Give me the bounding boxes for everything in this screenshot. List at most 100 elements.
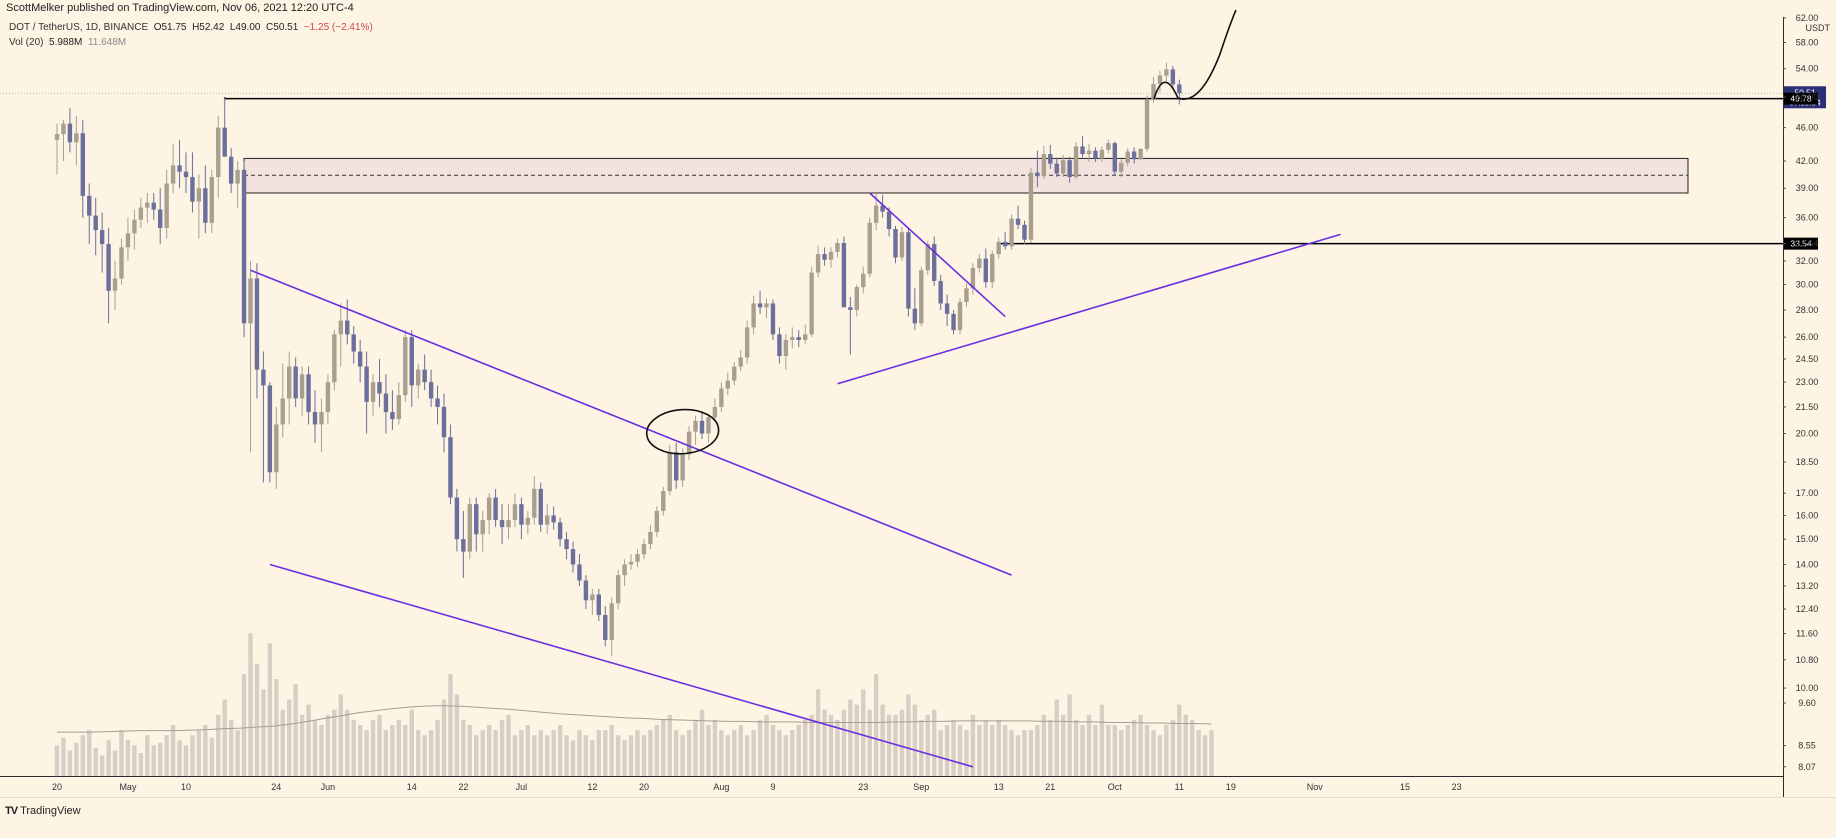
volume-bar	[770, 725, 776, 776]
price-tick-label: 50.00	[1796, 92, 1819, 102]
volume-bar	[841, 709, 847, 776]
volume-bar	[861, 689, 866, 776]
candle-down	[570, 549, 576, 565]
volume-bar	[351, 719, 356, 776]
volume-bar	[932, 709, 937, 776]
candle-up	[661, 491, 666, 511]
volume-bar	[622, 740, 627, 776]
volume-bar	[196, 730, 202, 776]
volume-bar	[319, 725, 324, 776]
volume-bar	[80, 735, 85, 776]
volume-bar	[138, 753, 144, 776]
volume-bar	[125, 740, 131, 776]
candle-up	[525, 517, 531, 525]
candle-down	[228, 156, 234, 184]
volume-bar	[803, 719, 808, 776]
price-tick-label: 18.50	[1796, 457, 1819, 467]
short-downtrend-trendline	[869, 192, 1006, 318]
ascending-support-trendline	[837, 233, 1341, 385]
volume-bar	[190, 735, 195, 776]
candle-down	[583, 580, 589, 601]
volume-bar	[1015, 735, 1021, 776]
candle-up	[170, 165, 176, 184]
candle-up	[1106, 143, 1111, 150]
candle-up	[54, 134, 60, 140]
candle-down	[158, 209, 163, 228]
volume-bar	[183, 745, 189, 776]
ohlc-row: DOT / TetherUS, 1D, BINANCE O51.75 H52.4…	[9, 20, 373, 35]
volume-bar	[435, 719, 440, 776]
price-axis-unit: USDT	[1806, 23, 1831, 33]
volume-bar	[751, 730, 756, 776]
price-tick-label: 58.00	[1796, 37, 1819, 47]
candle-up	[1099, 149, 1105, 159]
volume-bar	[873, 674, 879, 776]
price-tick-label: 9.60	[1798, 698, 1816, 708]
volume-bar	[603, 730, 608, 776]
volume-bar	[1190, 719, 1195, 776]
date-tick-label: Jun	[321, 782, 336, 792]
candle-down	[1177, 84, 1182, 94]
candle-down	[557, 522, 563, 540]
volume-bar	[1144, 725, 1150, 776]
candle-up	[1138, 148, 1143, 160]
candle-down	[293, 366, 298, 399]
candle-down	[151, 202, 156, 210]
volume-bar	[828, 714, 834, 776]
volume-bar	[54, 745, 60, 776]
axis-layer: 62.00 58.00 54.00 50.00 46.00 42.00 39.00 36.00…	[0, 13, 1836, 798]
volume-ma-line	[57, 705, 1212, 733]
volume-bar	[364, 730, 369, 776]
candle-up	[873, 205, 879, 223]
candle-up	[1009, 218, 1014, 247]
volume-bar	[1170, 719, 1176, 776]
candle-up	[609, 603, 614, 640]
candle-up	[725, 380, 730, 389]
volume-bar	[1209, 730, 1214, 776]
candle-up	[828, 251, 834, 260]
candle-down	[106, 244, 111, 291]
candle-up	[867, 222, 872, 274]
candle-down	[454, 497, 460, 540]
volume-bar	[983, 719, 988, 776]
volume-bar	[628, 735, 634, 776]
badge-bg	[1784, 92, 1818, 105]
level-33-badge: 33.54	[1784, 237, 1818, 250]
volume-bar	[590, 740, 595, 776]
volume-bar	[1183, 714, 1188, 776]
low-value: L49.00	[229, 22, 261, 33]
candle-down	[1048, 154, 1053, 164]
candle-up	[370, 382, 376, 402]
volume-bar	[383, 730, 389, 776]
volume-bar	[893, 714, 898, 776]
top-bar: ScottMelker published on TradingView.com…	[0, 0, 1836, 17]
price-tick-label: 32.00	[1796, 256, 1819, 266]
date-tick-label: 21	[1045, 782, 1055, 792]
date-tick-label: 19	[1226, 782, 1236, 792]
volume-bar	[87, 730, 92, 776]
date-tick-label: 23	[1452, 782, 1462, 792]
candle-down	[777, 334, 782, 356]
publisher-caption: ScottMelker published on TradingView.com…	[6, 2, 354, 14]
candle-up	[325, 382, 331, 413]
volume-bar	[396, 719, 402, 776]
candle-down	[1054, 163, 1059, 174]
volume-bar	[357, 725, 363, 776]
badge-price: 49.78	[1790, 94, 1812, 104]
volume-bar	[1112, 725, 1117, 776]
date-tick-label: 9	[770, 782, 775, 792]
volume-bar	[428, 730, 434, 776]
volume-bar	[680, 735, 685, 776]
volume-bar	[648, 730, 653, 776]
volume-bar	[493, 730, 498, 776]
candle-up	[686, 431, 692, 455]
footer-brand[interactable]: TV TradingView	[5, 805, 81, 817]
candle-down	[1035, 172, 1040, 177]
candle-up	[622, 564, 627, 576]
price-tick-label: 16.00	[1796, 510, 1819, 520]
volume-bar	[557, 725, 563, 776]
breakout-circle	[645, 408, 720, 455]
volume-bar	[287, 699, 292, 776]
candle-down	[190, 177, 195, 202]
